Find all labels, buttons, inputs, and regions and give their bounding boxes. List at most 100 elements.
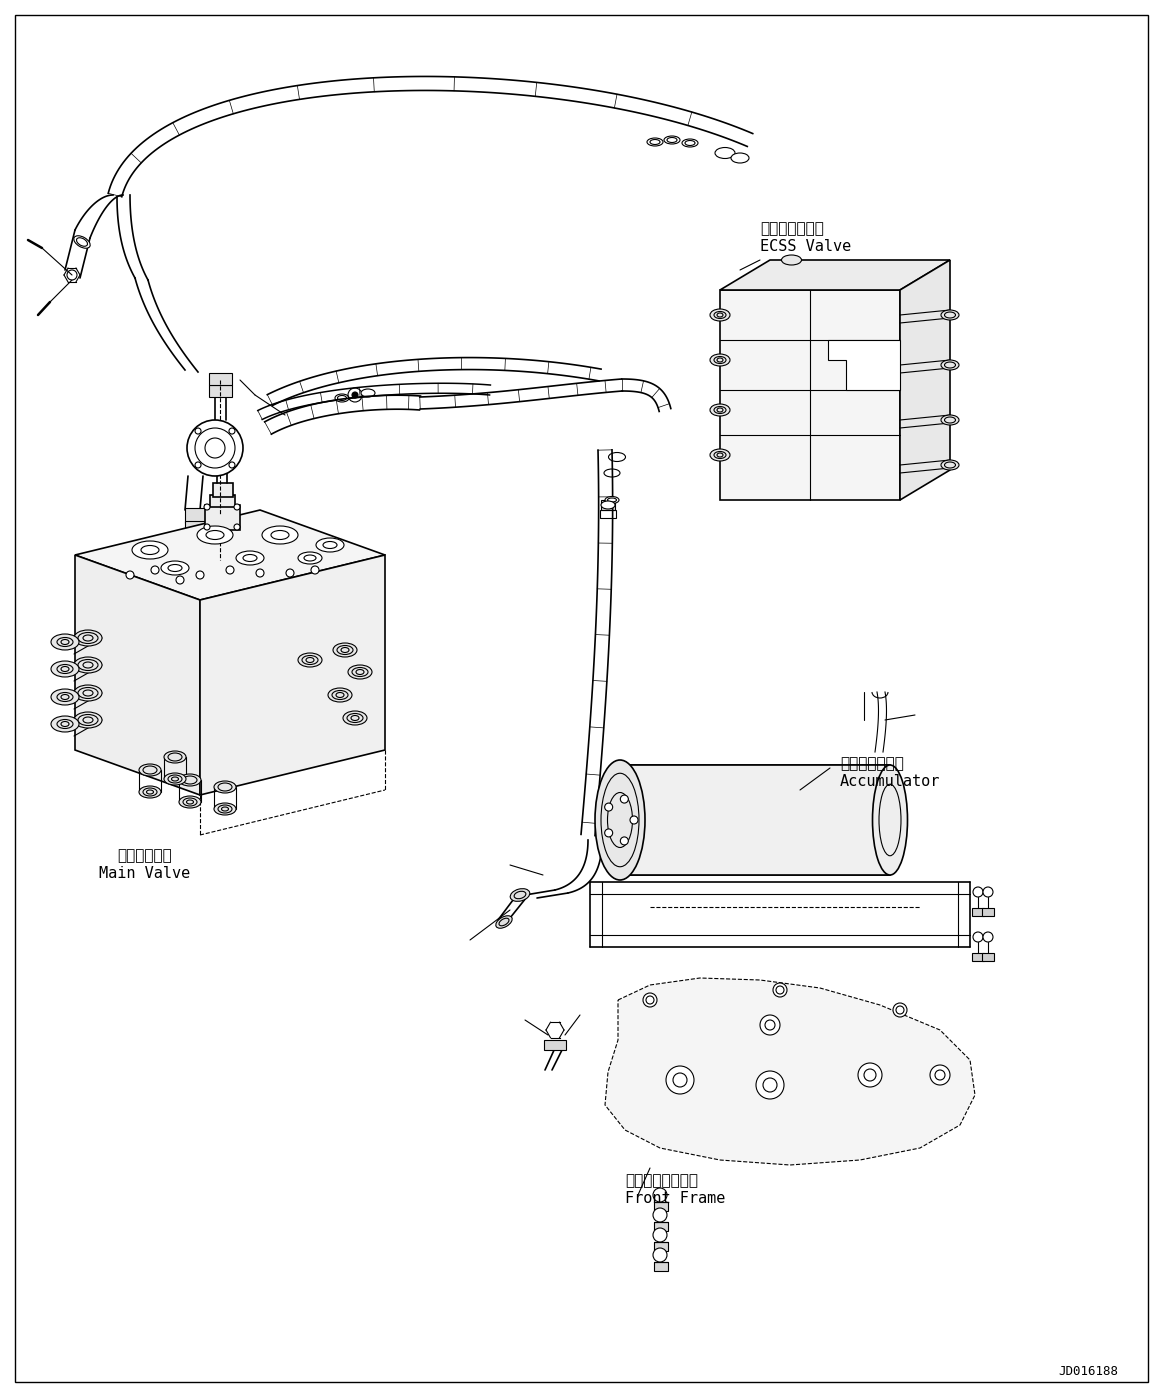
Bar (654, 1242, 668, 1250)
Ellipse shape (941, 460, 959, 469)
Ellipse shape (682, 138, 698, 147)
Ellipse shape (647, 138, 663, 147)
Circle shape (620, 795, 628, 803)
Circle shape (256, 569, 264, 577)
Polygon shape (720, 260, 950, 291)
Bar (209, 386, 231, 397)
Circle shape (973, 932, 983, 942)
Circle shape (605, 828, 613, 837)
Ellipse shape (333, 643, 357, 657)
Bar (982, 908, 994, 916)
Ellipse shape (160, 562, 190, 576)
Ellipse shape (782, 256, 801, 265)
Circle shape (126, 571, 134, 578)
Polygon shape (620, 766, 890, 875)
Bar (211, 495, 235, 507)
Ellipse shape (73, 236, 91, 249)
Bar (972, 908, 984, 916)
Polygon shape (605, 978, 975, 1165)
Ellipse shape (605, 496, 619, 503)
Circle shape (773, 983, 787, 997)
Circle shape (234, 524, 240, 529)
Ellipse shape (709, 448, 730, 461)
Circle shape (756, 1071, 784, 1099)
Bar (600, 510, 616, 518)
Circle shape (630, 816, 638, 824)
Ellipse shape (941, 415, 959, 425)
Text: ECSS Valve: ECSS Valve (759, 239, 851, 254)
Polygon shape (74, 555, 200, 795)
Ellipse shape (335, 394, 349, 402)
Ellipse shape (595, 760, 645, 880)
Circle shape (151, 566, 159, 574)
Circle shape (858, 1063, 882, 1087)
Ellipse shape (941, 360, 959, 370)
Circle shape (620, 837, 628, 845)
Ellipse shape (140, 764, 160, 775)
Polygon shape (828, 339, 900, 390)
Ellipse shape (298, 552, 322, 564)
Ellipse shape (709, 404, 730, 416)
Ellipse shape (601, 502, 615, 509)
Polygon shape (900, 260, 950, 500)
Ellipse shape (74, 657, 102, 673)
Ellipse shape (298, 652, 322, 666)
Circle shape (666, 1066, 694, 1094)
Text: Main Valve: Main Valve (99, 866, 191, 882)
Circle shape (229, 427, 235, 434)
Circle shape (652, 1208, 668, 1222)
Ellipse shape (236, 550, 264, 564)
Circle shape (983, 887, 993, 897)
Circle shape (226, 566, 234, 574)
Ellipse shape (328, 687, 352, 703)
Ellipse shape (51, 717, 79, 732)
Circle shape (759, 1016, 780, 1035)
Circle shape (652, 1187, 668, 1201)
Circle shape (195, 462, 201, 468)
Ellipse shape (51, 689, 79, 705)
Ellipse shape (495, 916, 512, 928)
Ellipse shape (664, 136, 680, 144)
Bar (185, 509, 211, 522)
Ellipse shape (74, 712, 102, 728)
Circle shape (195, 427, 201, 434)
Ellipse shape (709, 353, 730, 366)
Circle shape (893, 1003, 907, 1017)
Bar (982, 953, 994, 961)
Text: JD016188: JD016188 (1058, 1365, 1118, 1377)
Ellipse shape (316, 538, 344, 552)
Ellipse shape (164, 773, 186, 785)
Circle shape (983, 932, 993, 942)
Ellipse shape (872, 766, 907, 875)
Circle shape (234, 504, 240, 510)
Ellipse shape (214, 803, 236, 814)
Circle shape (229, 462, 235, 468)
Bar (205, 504, 240, 529)
Bar (209, 373, 231, 386)
Ellipse shape (197, 527, 233, 543)
Circle shape (930, 1065, 950, 1085)
Circle shape (187, 420, 243, 476)
Bar (654, 1261, 668, 1271)
Text: Front Frame: Front Frame (625, 1192, 726, 1206)
Bar (213, 483, 233, 497)
Ellipse shape (941, 310, 959, 320)
Ellipse shape (51, 661, 79, 678)
Circle shape (643, 993, 657, 1007)
Bar (972, 953, 984, 961)
Polygon shape (200, 555, 385, 795)
Ellipse shape (131, 541, 167, 559)
Circle shape (176, 576, 184, 584)
Ellipse shape (179, 796, 201, 807)
Polygon shape (74, 510, 385, 599)
Ellipse shape (164, 752, 186, 763)
Ellipse shape (348, 665, 372, 679)
Circle shape (204, 524, 211, 529)
Bar (654, 1222, 668, 1231)
Ellipse shape (179, 774, 201, 787)
Text: アキュムレータ: アキュムレータ (840, 756, 904, 771)
Ellipse shape (74, 685, 102, 701)
Ellipse shape (709, 309, 730, 321)
Circle shape (352, 393, 358, 398)
Ellipse shape (140, 787, 160, 798)
